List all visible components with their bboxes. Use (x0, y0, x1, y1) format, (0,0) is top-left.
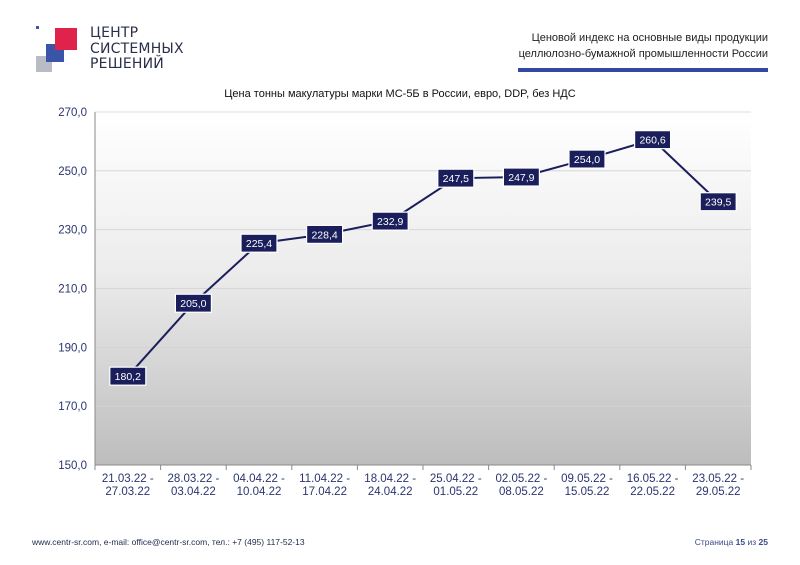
data-label-box (633, 130, 672, 150)
y-tick-label: 170,0 (58, 401, 87, 413)
y-tick-label: 190,0 (58, 342, 87, 354)
page-sep: из (747, 537, 757, 547)
y-tick-label: 270,0 (58, 107, 87, 119)
data-label-box (174, 293, 212, 313)
x-tick-label: 25.04.22 -01.05.22 (430, 473, 482, 498)
data-label: 180,2 (115, 371, 141, 383)
logo-line-2: СИСТЕМНЫХ (90, 40, 184, 57)
logo-line-3: РЕШЕНИЙ (90, 56, 164, 72)
data-label: 232,9 (377, 216, 403, 228)
data-label-box (568, 149, 606, 169)
logo-square-red (55, 28, 77, 50)
page-prefix: Страница (694, 537, 734, 547)
company-logo (36, 26, 77, 72)
x-tick-label: 16.05.22 -22.05.22 (627, 473, 679, 498)
header-rule (518, 68, 768, 72)
x-tick-label: 23.05.22 -29.05.22 (692, 473, 744, 498)
y-tick-label: 210,0 (58, 284, 87, 296)
footer-contacts: www.centr-sr.com, e-mail: office@centr-s… (32, 537, 305, 547)
data-label: 205,0 (180, 298, 206, 310)
data-label: 247,9 (508, 172, 534, 184)
data-label-box (699, 192, 737, 212)
report-subtitle: Ценовой индекс на основные виды продукци… (508, 30, 768, 62)
data-label: 247,5 (443, 173, 469, 185)
x-tick-label: 04.04.22 -10.04.22 (233, 473, 285, 498)
data-label: 239,5 (705, 197, 731, 209)
x-tick-label: 09.05.22 -15.05.22 (561, 473, 613, 498)
report-subtitle-line-2: целлюлозно-бумажной промышленности Росси… (518, 48, 768, 60)
y-tick-label: 150,0 (58, 460, 87, 472)
page-total: 25 (758, 537, 768, 547)
page-current: 15 (735, 537, 746, 547)
x-tick-label: 28.03.22 -03.04.22 (168, 473, 220, 498)
logo-line-1: ЦЕНТР (90, 25, 139, 41)
data-label-box (109, 366, 147, 386)
x-tick-label: 02.05.22 -08.05.22 (496, 473, 548, 498)
data-label: 260,6 (639, 135, 665, 147)
data-label-box (437, 168, 475, 188)
x-tick-label: 11.04.22 -17.04.22 (299, 473, 350, 498)
data-label-box (502, 167, 540, 187)
series-line (127, 138, 719, 377)
data-label: 254,0 (574, 154, 600, 166)
logo-corner-mark (36, 26, 39, 29)
data-label-box (240, 233, 278, 253)
report-subtitle-line-1: Ценовой индекс на основные виды продукци… (531, 32, 768, 44)
chart-title: Цена тонны макулатуры марки МС-5Б в Росс… (224, 88, 576, 100)
y-tick-label: 230,0 (58, 225, 87, 237)
page-indicator: Страница 15 из 25 (695, 537, 768, 547)
data-label: 228,4 (311, 229, 337, 241)
data-label-box (306, 224, 344, 244)
x-tick-label: 18.04.22 -24.04.22 (364, 473, 416, 498)
y-tick-label: 250,0 (58, 166, 87, 178)
data-label: 225,4 (246, 238, 272, 250)
data-label-box (371, 211, 409, 231)
logo-text: ЦЕНТР СИСТЕМНЫХ РЕШЕНИЙ (90, 25, 184, 73)
x-tick-label: 21.03.22 -27.03.22 (102, 473, 154, 498)
